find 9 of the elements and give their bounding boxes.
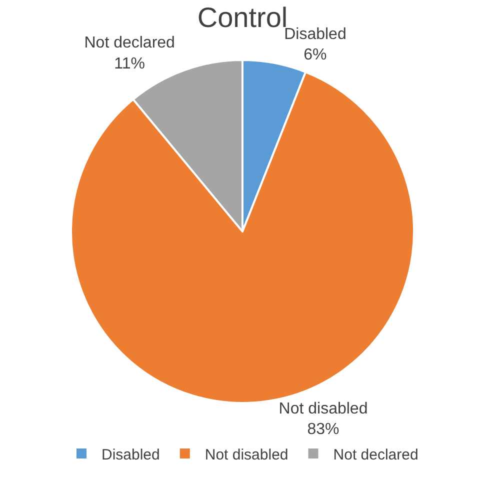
slice-label: Not disabled — [278, 400, 368, 418]
data-label: 6% — [304, 46, 327, 64]
data-label: 83% — [307, 421, 340, 438]
slice-label: Not declared — [84, 34, 175, 52]
legend-label: Not disabled — [204, 446, 288, 464]
data-label: 11% — [114, 55, 146, 72]
slice-label: Disabled — [284, 26, 346, 43]
legend-label: Not declared — [333, 446, 418, 464]
legend-label: Disabled — [102, 446, 160, 464]
